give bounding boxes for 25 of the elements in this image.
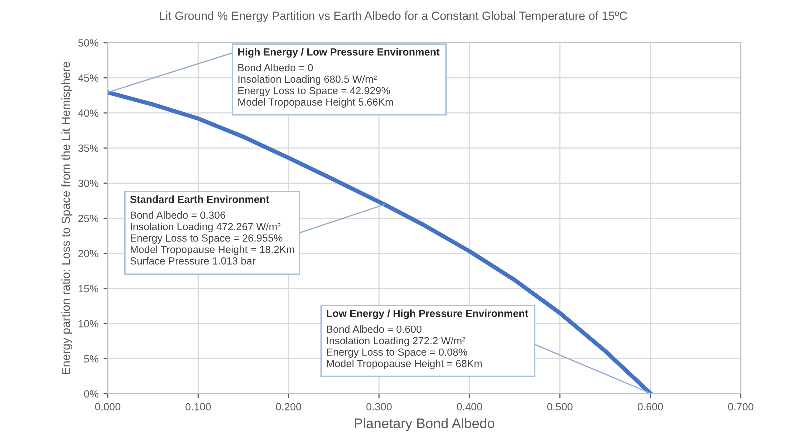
x-axis-title: Planetary Bond Albedo — [354, 418, 495, 432]
y-tick-label: 30% — [78, 180, 99, 188]
y-tick-label: 45% — [78, 74, 99, 82]
y-axis-title: Energy partion ratio: Loss to Space from the Lit Hemisphere — [62, 62, 73, 374]
y-tick-label: 15% — [78, 285, 99, 293]
y-tick-label: 10% — [78, 320, 99, 328]
x-tick-label: 0.000 — [95, 403, 121, 411]
annotation: High Energy / Low Pressure Environment Bond Albedo = 0 Insolation Loading 680.5 W/m² Energy Loss to Space = 42.929% Model Tropopause Height 5.66Km — [238, 48, 440, 108]
x-tick-label: 0.700 — [728, 403, 754, 411]
y-tick-label: 5% — [84, 355, 99, 363]
x-tick-label: 0.400 — [457, 403, 482, 411]
x-tick-label: 0.100 — [186, 403, 212, 411]
x-tick-label: 0.600 — [638, 403, 664, 411]
y-tick-label: 35% — [78, 144, 99, 152]
x-tick-label: 0.500 — [548, 403, 573, 411]
annotation: Standard Earth Environment Bond Albedo = 0.306 Insolation Loading 472.267 W/m² Energy Loss to Space = 26.955% Model Tropopause Height = 18.2Km Surface Pressure 1.013 bar — [130, 196, 294, 265]
x-tick-label: 0.200 — [276, 403, 302, 411]
y-tick-label: 40% — [78, 110, 99, 118]
y-tick-label: 50% — [78, 40, 99, 47]
annotation: Low Energy / High Pressure Environment Bond Albedo = 0.600 Insolation Loading 272.2 W/m² Energy Loss to Space = 0.08% Model Tropopause Height = 68Km — [327, 310, 528, 370]
y-tick-label: 25% — [78, 215, 99, 222]
y-tick-label: 0% — [84, 390, 99, 398]
x-tick-label: 0.300 — [366, 403, 392, 411]
chart-title: Lit Ground % Energy Partition vs Earth Albedo for a Constant Global Temperature of 15ºC — [160, 12, 628, 23]
y-tick-label: 20% — [78, 250, 99, 258]
